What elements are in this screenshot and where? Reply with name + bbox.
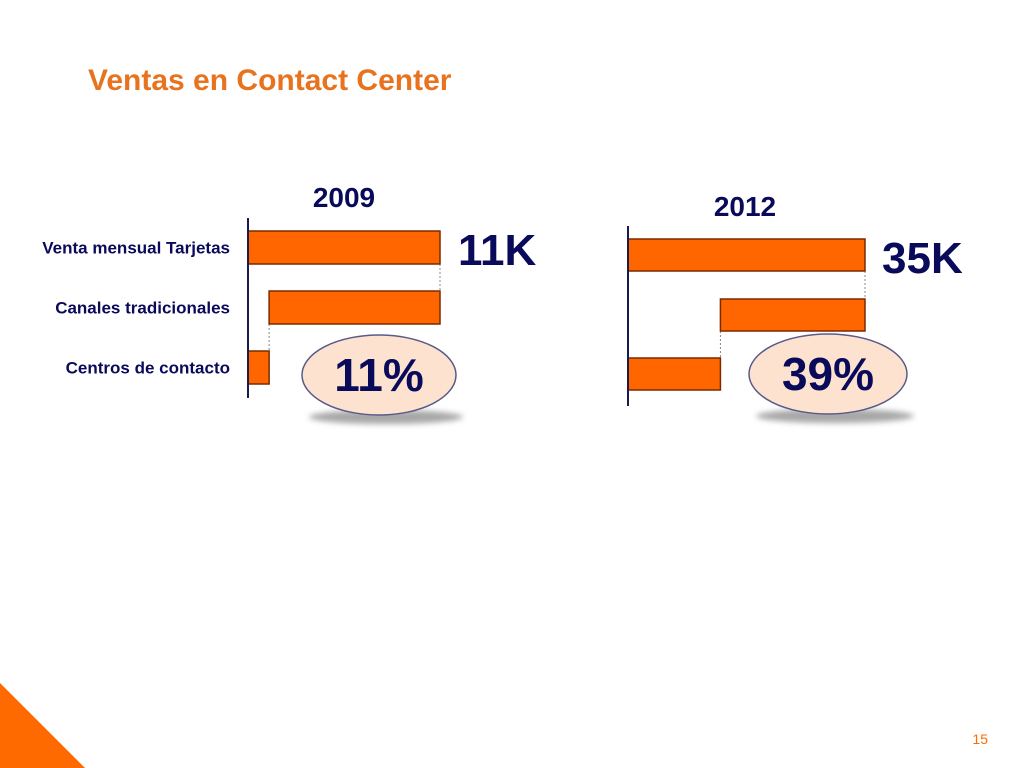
- category-label: Canales tradicionales: [55, 299, 230, 318]
- corner-triangle-decoration: [0, 683, 85, 768]
- category-label: Venta mensual Tarjetas: [42, 239, 230, 258]
- bar-3: [627, 357, 722, 391]
- chart-title-2009: 2009: [313, 182, 375, 213]
- category-label: Centros de contacto: [66, 359, 230, 378]
- total-label: 35K: [882, 234, 963, 283]
- share-badge-shadow: [756, 409, 914, 423]
- slide-title: Ventas en Contact Center: [88, 64, 452, 97]
- bar-2: [268, 290, 441, 325]
- page-number: 15: [972, 731, 988, 747]
- share-label: 39%: [782, 348, 874, 400]
- bar-1: [247, 230, 441, 265]
- share-badge: [301, 334, 457, 416]
- chart-title-2012: 2012: [714, 191, 776, 222]
- bar-3: [247, 350, 270, 385]
- share-badge: [748, 333, 908, 415]
- share-label: 11%: [334, 349, 424, 401]
- bar-1: [627, 238, 866, 272]
- bar-2: [719, 298, 866, 332]
- share-badge-shadow: [309, 410, 463, 424]
- total-label: 11K: [458, 226, 537, 275]
